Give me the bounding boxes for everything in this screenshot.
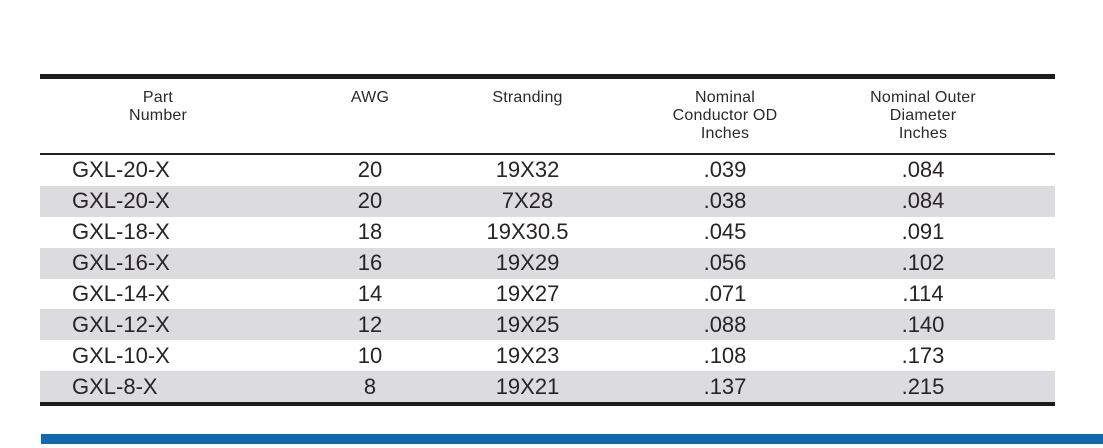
cell-part-number: GXL-12-X: [72, 311, 170, 337]
table-row: GXL-12-X 12 19X25 .088 .140: [40, 309, 1055, 341]
cell-outer-diameter: .091: [901, 219, 945, 245]
table-row: GXL-16-X 16 19X29 .056 .102: [40, 247, 1055, 279]
header-line: Inches: [898, 125, 948, 142]
cell-stranding: 19X30.5: [486, 219, 569, 245]
cell-awg: 8: [363, 373, 377, 399]
header-cell-conductor-od: Nominal Conductor OD Inches: [610, 89, 840, 153]
cell-awg: 12: [357, 311, 383, 337]
header-line: Nominal: [694, 89, 756, 106]
cell-outer-diameter: .173: [901, 342, 945, 368]
cell-stranding: 19X21: [495, 373, 560, 399]
cell-part-number: GXL-8-X: [72, 373, 158, 399]
cell-awg: 20: [357, 157, 383, 183]
header-line: AWG: [350, 89, 390, 106]
header-line: Part: [142, 89, 174, 106]
cell-stranding: 19X25: [495, 311, 560, 337]
cell-part-number: GXL-16-X: [72, 250, 170, 276]
table-row: GXL-8-X 8 19X21 .137 .215: [40, 371, 1055, 402]
header-line: Number: [128, 107, 188, 124]
cell-outer-diameter: .102: [901, 250, 945, 276]
cell-awg: 18: [357, 219, 383, 245]
cell-conductor-od: .088: [703, 311, 747, 337]
cell-stranding: 19X27: [495, 280, 560, 306]
header-cell-awg: AWG: [295, 89, 445, 153]
cell-stranding: 19X32: [495, 157, 560, 183]
cell-awg: 10: [357, 342, 383, 368]
cell-stranding: 19X23: [495, 342, 560, 368]
header-cell-part-number: Part Number: [40, 89, 295, 153]
cell-part-number: GXL-14-X: [72, 280, 170, 306]
header-cell-stranding: Stranding: [445, 89, 610, 153]
cell-conductor-od: .071: [703, 280, 747, 306]
cell-awg: 14: [357, 280, 383, 306]
header-line: Diameter: [889, 107, 957, 124]
header-line: Inches: [700, 125, 750, 142]
header-line: Nominal Outer: [870, 89, 976, 106]
footer-accent-bar: [41, 434, 1103, 444]
cell-outer-diameter: .140: [901, 311, 945, 337]
table-row: GXL-14-X 14 19X27 .071 .114: [40, 278, 1055, 310]
cell-conductor-od: .056: [703, 250, 747, 276]
cell-outer-diameter: .084: [901, 157, 945, 183]
cell-part-number: GXL-10-X: [72, 342, 170, 368]
cell-outer-diameter: .084: [901, 188, 945, 214]
cell-conductor-od: .039: [703, 157, 747, 183]
table-row: GXL-18-X 18 19X30.5 .045 .091: [40, 216, 1055, 248]
cell-conductor-od: .137: [703, 373, 747, 399]
header-line: Stranding: [492, 89, 563, 106]
cell-stranding: 7X28: [501, 188, 554, 214]
header-cell-outer-diameter: Nominal Outer Diameter Inches: [840, 89, 1055, 153]
cell-part-number: GXL-18-X: [72, 219, 170, 245]
cell-outer-diameter: .114: [902, 280, 944, 306]
cell-part-number: GXL-20-X: [72, 157, 170, 183]
table-row: GXL-20-X 20 7X28 .038 .084: [40, 185, 1055, 217]
cell-conductor-od: .108: [703, 342, 747, 368]
table-header-row: Part Number AWG Stranding Nominal Conductor O…: [40, 79, 1055, 155]
header-line: Conductor OD: [672, 107, 778, 124]
cell-conductor-od: .038: [703, 188, 747, 214]
table-body: GXL-20-X 20 19X32 .039 .084 GXL-20-X 20 7X28 .03…: [40, 155, 1055, 402]
table-row: GXL-10-X 10 19X23 .108 .173: [40, 340, 1055, 372]
cell-awg: 16: [357, 250, 383, 276]
cell-stranding: 19X29: [495, 250, 560, 276]
table-row: GXL-20-X 20 19X32 .039 .084: [40, 155, 1055, 186]
cell-outer-diameter: .215: [901, 373, 945, 399]
cell-conductor-od: .045: [703, 219, 747, 245]
cell-part-number: GXL-20-X: [72, 188, 170, 214]
wire-spec-table: Part Number AWG Stranding Nominal Conductor O…: [40, 74, 1055, 406]
cell-awg: 20: [357, 188, 383, 214]
